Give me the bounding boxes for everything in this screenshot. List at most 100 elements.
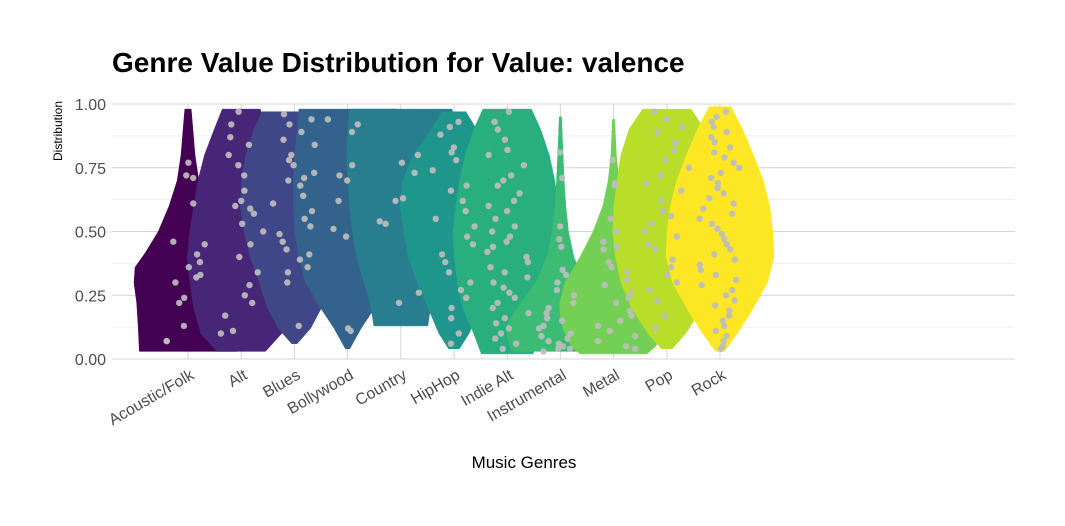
data-point — [535, 325, 543, 332]
data-point — [193, 251, 201, 258]
data-point — [679, 123, 686, 131]
data-point — [646, 286, 653, 294]
data-point — [708, 220, 716, 227]
data-point — [651, 246, 659, 253]
data-point — [662, 156, 669, 164]
data-point — [543, 315, 551, 322]
data-point — [254, 269, 261, 276]
data-point — [673, 279, 681, 286]
data-point — [507, 172, 515, 179]
data-point — [181, 294, 188, 301]
data-point — [448, 304, 455, 312]
data-point — [193, 274, 200, 281]
data-point — [494, 299, 501, 307]
data-point — [232, 202, 239, 210]
data-point — [631, 345, 639, 352]
x-tick-label: Metal — [580, 367, 622, 401]
x-tick-label: Acoustic/Folk — [106, 366, 198, 429]
data-point — [300, 192, 307, 199]
data-point — [238, 197, 245, 205]
data-point — [414, 151, 422, 159]
data-point — [311, 141, 318, 148]
data-point — [484, 248, 491, 256]
data-point — [506, 233, 514, 240]
data-point — [485, 202, 492, 210]
data-point — [447, 187, 455, 194]
data-point — [298, 128, 305, 136]
data-point — [491, 118, 498, 126]
data-point — [455, 118, 462, 126]
data-point — [227, 134, 234, 141]
data-point — [288, 151, 295, 159]
data-point — [185, 159, 192, 166]
data-point — [241, 292, 248, 299]
data-point — [489, 243, 497, 250]
data-point — [721, 322, 728, 330]
data-point — [645, 241, 652, 248]
data-point — [673, 233, 680, 240]
data-point — [667, 264, 675, 271]
data-point — [729, 210, 736, 217]
data-point — [605, 258, 612, 266]
data-point — [625, 294, 632, 301]
x-axis-title: Music Genres — [472, 453, 577, 472]
data-point — [600, 238, 607, 245]
data-point — [727, 246, 734, 253]
data-point — [545, 337, 552, 345]
data-point — [284, 269, 292, 276]
data-point — [524, 274, 531, 281]
data-point — [217, 330, 225, 337]
data-point — [457, 286, 465, 294]
data-point — [505, 325, 513, 332]
data-point — [594, 322, 602, 330]
data-point — [626, 307, 634, 314]
data-point — [260, 228, 267, 235]
data-point — [658, 197, 665, 205]
data-point — [398, 159, 406, 166]
data-point — [286, 121, 293, 128]
data-point — [524, 258, 532, 266]
data-point — [469, 241, 477, 248]
data-point — [648, 220, 655, 227]
data-point — [714, 179, 722, 187]
data-point — [201, 241, 208, 248]
data-point — [455, 330, 462, 337]
data-point — [225, 151, 232, 159]
data-point — [712, 271, 720, 279]
data-point — [170, 238, 177, 245]
data-point — [163, 337, 170, 345]
data-point — [731, 256, 739, 263]
data-point — [185, 264, 192, 271]
data-point — [382, 220, 389, 227]
data-point — [490, 279, 497, 286]
data-point — [685, 164, 692, 171]
data-point — [657, 172, 664, 179]
data-point — [445, 269, 453, 276]
data-point — [643, 179, 650, 187]
data-point — [501, 269, 508, 276]
data-point — [500, 284, 507, 291]
data-point — [710, 123, 717, 131]
data-point — [558, 317, 566, 324]
data-point — [600, 246, 607, 253]
data-point — [707, 174, 715, 182]
data-point — [520, 162, 528, 169]
data-point — [556, 149, 564, 156]
data-point — [296, 256, 304, 263]
data-point — [611, 182, 618, 189]
data-point — [564, 335, 571, 342]
data-point — [467, 279, 474, 286]
data-point — [651, 108, 658, 115]
data-point — [246, 281, 253, 289]
data-point — [330, 225, 337, 233]
data-point — [284, 279, 291, 286]
data-point — [525, 309, 532, 317]
data-point — [448, 149, 455, 156]
data-point — [506, 289, 513, 296]
data-point — [555, 345, 562, 352]
data-point — [726, 307, 733, 314]
data-point — [442, 258, 449, 266]
data-point — [505, 108, 513, 115]
data-point — [285, 177, 292, 184]
